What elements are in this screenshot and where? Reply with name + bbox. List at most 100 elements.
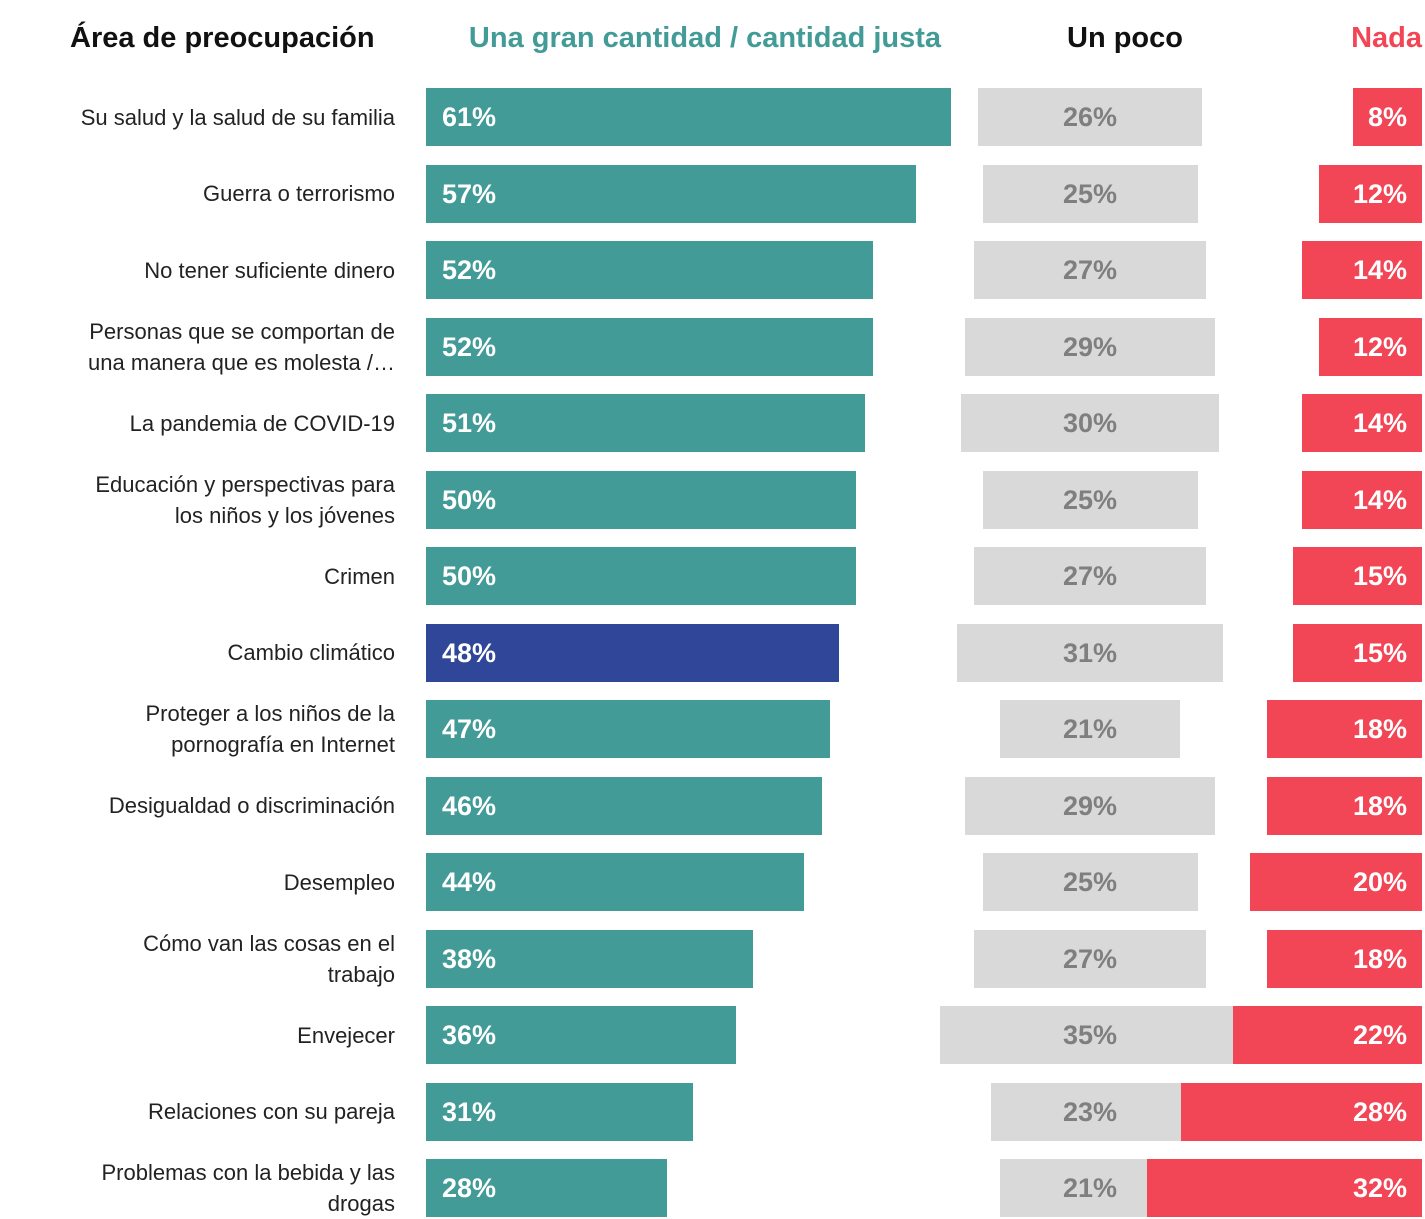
value-label: 36% [442,1020,497,1050]
bar [965,317,1215,376]
category-header: Área de preocupación [70,22,375,54]
bar [426,470,856,529]
value-label: 50% [442,484,497,515]
category-label: Crimen [324,563,395,589]
value-label: 15% [1352,561,1407,591]
bar [956,623,1224,682]
bar [426,88,951,146]
value-label: 12% [1352,331,1407,362]
bar [1250,853,1422,911]
value-label: 38% [442,943,497,974]
bar [1293,623,1422,682]
category-label: La pandemia de COVID-19 [129,410,395,436]
bar [1293,547,1422,605]
value-label: 27% [1062,943,1117,974]
category-label: Guerra o terrorismo [203,181,395,206]
bar [1301,241,1422,299]
bar [1146,1159,1422,1217]
bar [426,623,839,682]
bar [973,929,1207,988]
value-label: 32% [1352,1173,1407,1203]
value-label: 31% [442,1096,497,1127]
bar [1353,88,1422,146]
category-label: Su salud y la salud de su familia [80,104,395,130]
value-label: 14% [1352,255,1407,285]
value-label: 48% [442,637,497,668]
bar [1267,700,1422,758]
value-label: 35% [1062,1020,1118,1050]
bar [939,1006,1241,1064]
category-label: Desempleo [283,869,395,895]
value-label: 52% [442,255,497,285]
value-label: 44% [442,867,497,897]
value-label: 15% [1352,637,1407,668]
category-label: Personas que se comportan de una manera … [88,318,395,375]
bar [426,700,831,758]
bar [426,1006,736,1064]
bar [973,241,1207,299]
bar [1181,1082,1422,1141]
bar [1301,470,1422,529]
category-label: No tener suficiente dinero [144,257,395,283]
value-label: 20% [1352,867,1407,897]
category-label: Envejecer [297,1022,395,1048]
bar [961,394,1219,452]
category-label: Educación y perspectivas para los niños … [95,471,395,528]
value-label: 30% [1062,408,1118,438]
bar [982,853,1198,911]
bar [1232,1006,1422,1064]
category-label: Relaciones con su pareja [147,1099,395,1124]
value-label: 18% [1352,943,1407,974]
value-label: 28% [442,1173,497,1203]
bar [426,394,865,452]
bar [973,547,1207,605]
category-label: Desigualdad o discriminación [108,793,395,818]
value-label: 50% [442,561,497,591]
bar [426,241,874,299]
bar [982,470,1198,529]
bar [426,547,856,605]
value-label: 12% [1352,178,1407,209]
bar [426,776,822,835]
bar [426,317,874,376]
bar [1318,164,1422,223]
value-label: 21% [1062,714,1117,744]
bar [999,700,1181,758]
value-label: 22% [1352,1020,1407,1050]
bar [991,1082,1189,1141]
value-label: 61% [442,102,497,132]
bar [1318,317,1422,376]
bar [426,929,753,988]
bar [426,1082,693,1141]
series-header: Una gran cantidad / cantidad justa [468,22,942,54]
value-label: 27% [1062,561,1117,591]
value-label: 18% [1352,790,1407,821]
bar [1267,929,1422,988]
value-label: 21% [1062,1173,1117,1203]
value-label: 25% [1062,867,1118,897]
category-label: Proteger a los niños de la pornografía e… [145,701,396,757]
value-label: 25% [1062,484,1118,515]
category-label: Problemas con la bebida y las drogas [101,1160,396,1216]
bar [426,853,805,911]
bar [978,88,1202,146]
value-label: 26% [1062,102,1117,132]
value-label: 57% [442,178,497,209]
bar [982,164,1198,223]
bar [426,164,917,223]
value-label: 8% [1367,102,1407,132]
value-label: 47% [442,714,497,744]
value-label: 29% [1062,790,1118,821]
series-header: Nada [1351,22,1422,54]
bar [426,1159,667,1217]
bar [1267,776,1422,835]
value-label: 31% [1062,637,1117,668]
value-label: 14% [1352,408,1407,438]
category-label: Cambio climático [227,640,396,665]
series-header: Un poco [1067,22,1183,54]
value-label: 28% [1352,1096,1407,1127]
value-label: 18% [1352,714,1407,744]
value-label: 29% [1062,331,1118,362]
bar [965,776,1215,835]
